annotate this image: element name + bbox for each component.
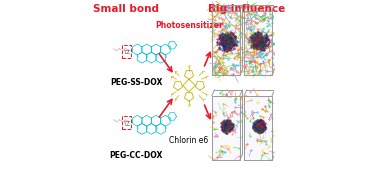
- Text: PEG-CC-DOX: PEG-CC-DOX: [110, 151, 163, 160]
- Text: Small bond: Small bond: [93, 4, 159, 14]
- Bar: [212, 11, 240, 75]
- Text: PEG-SS-DOX: PEG-SS-DOX: [110, 78, 163, 87]
- Bar: [244, 96, 272, 160]
- Bar: [244, 11, 272, 75]
- Text: Chlorin e6: Chlorin e6: [169, 136, 209, 145]
- Bar: [122, 45, 131, 58]
- Text: Big influence: Big influence: [208, 4, 285, 14]
- Bar: [122, 116, 131, 129]
- Bar: [212, 96, 240, 160]
- Text: Photosensitizer: Photosensitizer: [155, 21, 223, 30]
